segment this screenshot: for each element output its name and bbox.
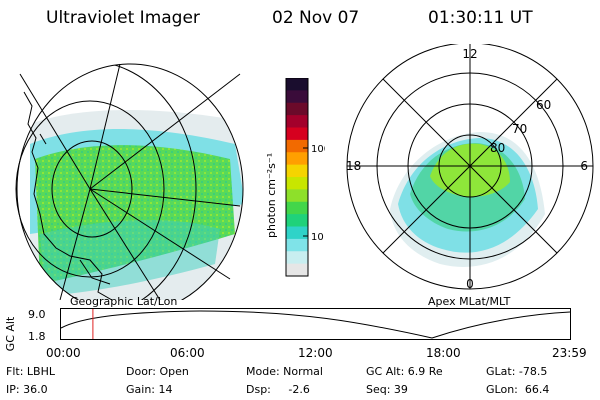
date-label: 02 Nov 07 <box>272 8 360 28</box>
seq-value: Seq: 39 <box>366 383 408 396</box>
colorbar-band <box>286 214 308 228</box>
colorbar-tick-10: 10 <box>311 232 324 243</box>
mlat-label-80: 80 <box>490 141 505 155</box>
colorbar-frame <box>285 78 309 277</box>
glon-value: GLon: 66.4 <box>486 383 550 396</box>
colorbar-band <box>286 177 308 190</box>
colorbar-band <box>286 226 308 240</box>
timeline-frame <box>60 308 571 340</box>
colorbar-unit-label: photon cm⁻²s⁻¹ <box>265 153 278 238</box>
geographic-grid <box>15 63 244 300</box>
colorbar-band <box>286 201 308 215</box>
orbit-timeline <box>60 308 571 340</box>
colorbar-band <box>286 115 308 129</box>
coastline <box>23 91 113 300</box>
colorbar-band <box>286 263 308 277</box>
colorbar-band <box>286 90 308 104</box>
timeline-xtick-1200: 12:00 <box>298 346 333 360</box>
geographic-caption: Geographic Lat/Lon <box>70 295 178 308</box>
mlt-label-6: 6 <box>580 159 588 173</box>
timeline-xtick-0600: 06:00 <box>170 346 205 360</box>
mlt-label-0: 0 <box>466 277 474 291</box>
timeline-xtick-2359: 23:59 <box>552 346 587 360</box>
gain-value: Gain: 14 <box>126 383 173 396</box>
timeline-xtick-1800: 18:00 <box>426 346 461 360</box>
mlt-label-12: 12 <box>462 47 477 61</box>
colorbar-scale <box>286 78 308 277</box>
colorbar-band <box>286 139 308 153</box>
timeline-ytick-bottom: 1.8 <box>28 330 46 343</box>
colorbar-band <box>286 238 308 252</box>
aurora-polar-emission <box>390 132 545 267</box>
mlat-label-70: 70 <box>512 122 527 136</box>
colorbar-band <box>286 189 308 203</box>
mode-value: Mode: Normal <box>246 365 323 378</box>
colorbar-band <box>286 102 308 116</box>
dsp-value: Dsp: -2.6 <box>246 383 310 396</box>
timeline-xtick-0000: 00:00 <box>46 346 81 360</box>
colorbar-band <box>286 152 308 166</box>
timeline-ytick-top: 9.0 <box>28 308 46 321</box>
colorbar: 100 10 photon cm⁻²s⁻¹ <box>265 78 325 277</box>
glat-value: GLat: -78.5 <box>486 365 548 378</box>
polar-caption: Apex MLat/MLT <box>428 295 511 308</box>
aurora-geo-emission <box>17 64 243 300</box>
altitude-curve <box>60 310 571 339</box>
polar-image-panel: 12 18 6 0 60 70 80 <box>346 44 594 291</box>
time-label: 01:30:11 UT <box>428 8 533 28</box>
colorbar-band <box>286 78 308 91</box>
door-status: Door: Open <box>126 365 189 378</box>
filter-value: Flt: LBHL <box>6 365 55 378</box>
timeline-axis-label: GC Alt <box>4 316 17 352</box>
gc-alt-value: GC Alt: 6.9 Re <box>366 365 443 378</box>
colorbar-tick-100: 100 <box>311 144 325 155</box>
app-title: Ultraviolet Imager <box>46 8 200 28</box>
mlt-label-18: 18 <box>346 159 361 173</box>
colorbar-band <box>286 127 308 141</box>
polar-grid <box>346 44 594 290</box>
colorbar-band <box>286 164 308 178</box>
colorbar-band <box>286 251 308 265</box>
ip-value: IP: 36.0 <box>6 383 48 396</box>
mlat-label-60: 60 <box>536 98 551 112</box>
geographic-image-panel <box>15 63 244 300</box>
